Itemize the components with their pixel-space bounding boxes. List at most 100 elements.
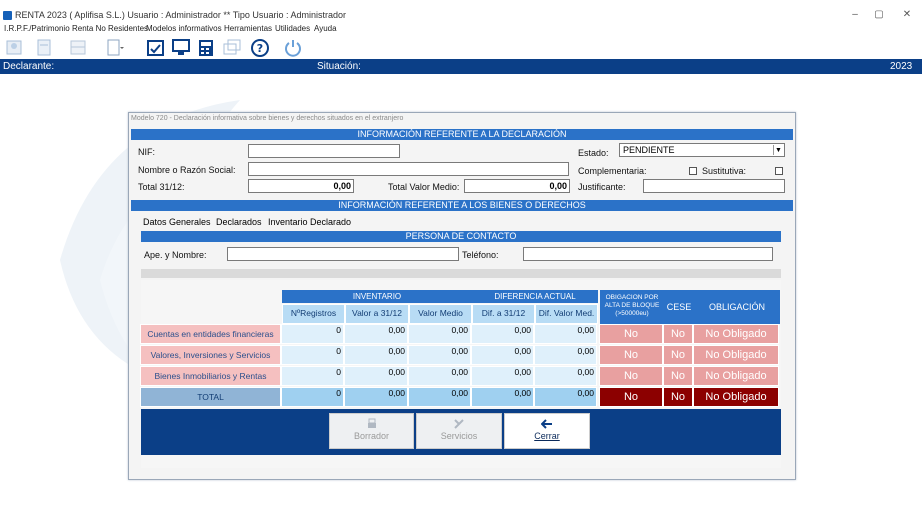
menu-renta-no-residentes[interactable]: Renta No Residentes: [72, 24, 149, 33]
minimize-button[interactable]: –: [852, 9, 858, 20]
table-cell: 0,00: [344, 387, 408, 407]
menu-modelos-informativos[interactable]: Modelos informativos: [146, 24, 222, 33]
cerrar-label: Cerrar: [534, 431, 560, 441]
table-cell[interactable]: 0,00: [344, 366, 408, 386]
borrador-button[interactable]: Borrador: [329, 413, 414, 449]
total-valor-medio-input[interactable]: 0,00: [464, 179, 570, 193]
app-icon: [3, 11, 12, 20]
window-icon[interactable]: [222, 38, 242, 57]
help-icon[interactable]: ?: [250, 38, 270, 57]
table-cell[interactable]: 0,00: [408, 366, 471, 386]
window-title: RENTA 2023 ( Aplifisa S.L.) Usuario : Ad…: [15, 10, 346, 20]
table-cell[interactable]: 0,00: [534, 366, 597, 386]
cese-cell: No: [663, 345, 693, 365]
table-cell: 0,00: [408, 387, 471, 407]
table-cell: 0: [281, 387, 344, 407]
col-valor-3112: Valor a 31/12: [345, 304, 409, 324]
col-valor-medio: Valor Medio: [409, 304, 472, 324]
menu-utilidades[interactable]: Utilidades: [275, 24, 311, 33]
cese-cell: No: [663, 387, 693, 407]
total-3112-input[interactable]: 0,00: [248, 179, 354, 193]
table-cell[interactable]: 0,00: [534, 345, 597, 365]
monitor-icon[interactable]: [171, 38, 191, 57]
tab-datos-generales[interactable]: Datos Generales: [143, 217, 211, 227]
servicios-button[interactable]: Servicios: [416, 413, 502, 449]
obligacion-header: OBLIGACIÓN: [694, 290, 780, 324]
situacion-label: Situación:: [317, 61, 361, 72]
col-dif-valor-med: Dif. Valor Med.: [535, 304, 598, 324]
justificante-input[interactable]: [643, 179, 785, 193]
obligacion-bloque-cell: No: [599, 345, 663, 365]
obligacion-cell: No Obligado: [693, 387, 779, 407]
obligacion-cell: No Obligado: [693, 366, 779, 386]
obligacion-bloque-cell: No: [599, 366, 663, 386]
ape-nombre-label: Ape. y Nombre:: [144, 250, 207, 260]
row-label: Bienes Inmobiliarios y Rentas: [140, 366, 281, 386]
nif-label: NIF:: [138, 147, 155, 157]
window-titlebar: RENTA 2023 ( Aplifisa S.L.) Usuario : Ad…: [0, 8, 922, 24]
diferencia-header: DIFERENCIA ACTUAL: [472, 290, 598, 303]
table-cell[interactable]: 0,00: [344, 345, 408, 365]
close-button[interactable]: ✕: [902, 9, 912, 20]
tab-declarados[interactable]: Declarados: [216, 217, 262, 227]
table-cell[interactable]: 0,00: [471, 366, 534, 386]
table-cell[interactable]: 0,00: [344, 324, 408, 344]
tab-inventario-declarado[interactable]: Inventario Declarado: [268, 217, 352, 227]
ape-nombre-input[interactable]: [227, 247, 459, 261]
menu-ayuda[interactable]: Ayuda: [314, 24, 337, 33]
table-cell[interactable]: 0,00: [471, 345, 534, 365]
table-cell[interactable]: 0,00: [408, 345, 471, 365]
razon-social-input[interactable]: [248, 162, 569, 176]
telefono-label: Teléfono:: [462, 250, 499, 260]
estado-select[interactable]: PENDIENTE ▼: [619, 143, 785, 157]
svg-text:?: ?: [257, 42, 263, 55]
document-icon[interactable]: [34, 38, 54, 57]
dialog-title: Modelo 720 - Declaración informativa sob…: [131, 115, 404, 122]
document-dropdown-icon[interactable]: [104, 38, 124, 57]
power-icon[interactable]: [283, 38, 303, 57]
obligacion-cell: No Obligado: [693, 324, 779, 344]
nif-input[interactable]: [248, 144, 400, 158]
table-cell[interactable]: 0: [281, 366, 344, 386]
table-cell[interactable]: 0,00: [534, 324, 597, 344]
complementaria-label: Complementaria:: [578, 166, 647, 176]
grid-icon[interactable]: [68, 38, 88, 57]
table-cell: 0,00: [534, 387, 597, 407]
table-cell[interactable]: 0,00: [471, 324, 534, 344]
menu-bar: I.R.P.F./Patrimonio Renta No Residentes …: [0, 24, 922, 36]
obligacion-cell: No Obligado: [693, 345, 779, 365]
year-label: 2023: [890, 61, 913, 72]
table-cell[interactable]: 0: [281, 345, 344, 365]
maximize-button[interactable]: ▢: [874, 9, 884, 20]
section-declaracion-header: INFORMACIÓN REFERENTE A LA DECLARACIÓN: [131, 129, 793, 140]
inventario-header: INVENTARIO: [282, 290, 472, 303]
services-icon: [454, 419, 464, 429]
row-label: Cuentas en entidades financieras: [140, 324, 281, 344]
chevron-down-icon[interactable]: ▼: [773, 145, 783, 155]
calendar-check-icon[interactable]: [146, 38, 166, 57]
calculator-icon[interactable]: [196, 38, 216, 57]
menu-herramientas[interactable]: Herramientas: [224, 24, 273, 33]
sustitutiva-checkbox[interactable]: [775, 167, 783, 175]
telefono-input[interactable]: [523, 247, 773, 261]
cerrar-button[interactable]: Cerrar: [504, 413, 590, 449]
menu-irpf[interactable]: I.R.P.F./Patrimonio: [4, 24, 70, 33]
declarant-icon[interactable]: [4, 38, 24, 57]
table-cell[interactable]: 0,00: [408, 324, 471, 344]
justificante-label: Justificante:: [578, 182, 626, 192]
complementaria-checkbox[interactable]: [689, 167, 697, 175]
estado-value: PENDIENTE: [623, 145, 675, 155]
table-cell[interactable]: 0: [281, 324, 344, 344]
declarante-label: Declarante:: [3, 61, 55, 72]
section-persona-contacto-header: PERSONA DE CONTACTO: [141, 231, 781, 242]
servicios-label: Servicios: [440, 431, 478, 441]
printer-icon: [367, 418, 376, 428]
total-3112-label: Total 31/12:: [138, 182, 185, 192]
sustitutiva-label: Sustitutiva:: [702, 166, 747, 176]
col-nregistros: NºRegistros: [282, 304, 345, 324]
cese-cell: No: [663, 324, 693, 344]
row-label: TOTAL: [140, 387, 281, 407]
col-dif-3112: Dif. a 31/12: [472, 304, 535, 324]
section-bienes-header: INFORMACIÓN REFERENTE A LOS BIENES O DER…: [131, 200, 793, 211]
cese-header: CESE: [664, 290, 694, 324]
